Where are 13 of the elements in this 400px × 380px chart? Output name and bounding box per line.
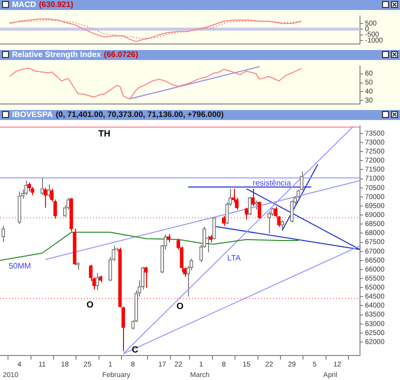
annotation: 50MM: [8, 261, 32, 270]
chart-subtitle: (66.0726): [104, 50, 138, 59]
chart-subtitle: (0, 71,401.00, 70,373.00, 71,136.00, +796.000): [56, 110, 224, 119]
annotation: O: [176, 300, 184, 311]
annotation: O: [86, 300, 94, 310]
chart-title: Relative Strength Index: [12, 50, 101, 59]
chart-title: MACD: [12, 0, 36, 9]
chart-title: IBOVESPA: [12, 110, 53, 119]
annotation: TH: [98, 128, 110, 138]
annotation: C: [132, 344, 139, 354]
chart-subtitle: (630.921): [39, 0, 74, 9]
annotation: LTA: [227, 253, 242, 262]
annotation: resistência: [252, 178, 292, 188]
